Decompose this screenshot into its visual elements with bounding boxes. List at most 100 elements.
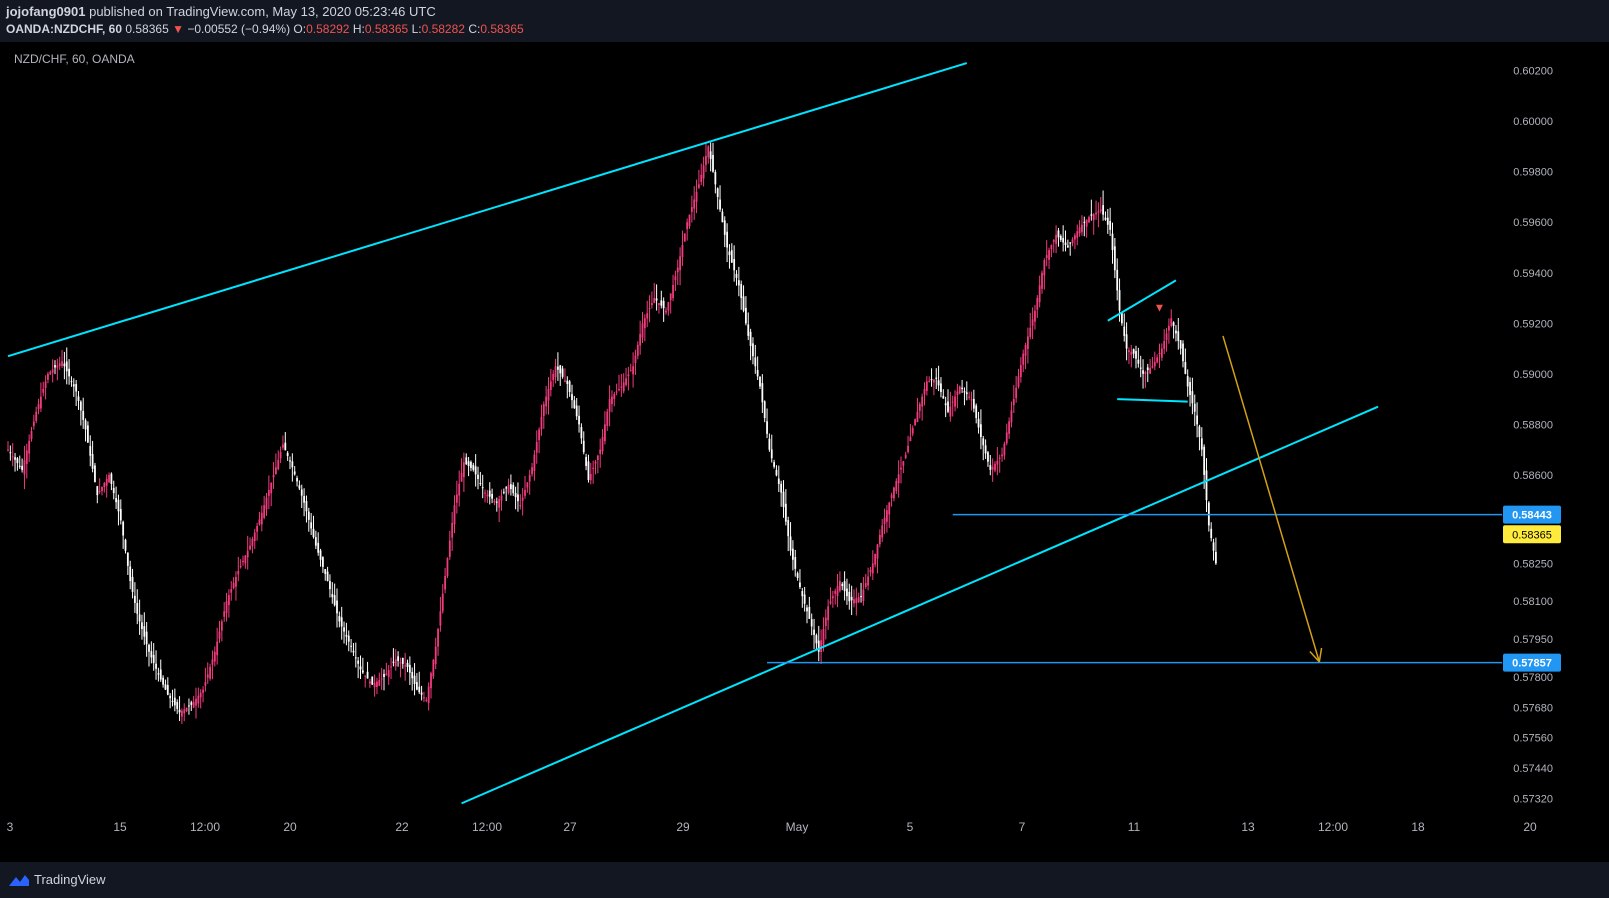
candle-body <box>1092 214 1095 221</box>
candle-body <box>907 445 909 452</box>
candle-body <box>549 381 552 390</box>
candle-body <box>164 684 167 690</box>
candle-body <box>1069 242 1072 244</box>
candle-body <box>730 250 733 263</box>
symbol-label[interactable]: OANDA:NZDCHF, 60 <box>6 22 123 36</box>
level-price-tag <box>1503 505 1561 524</box>
candle-body <box>136 602 139 614</box>
candle-body <box>716 188 719 197</box>
candle-body <box>596 455 599 461</box>
y-tick-label: 0.59600 <box>1513 217 1553 229</box>
candle-body <box>129 566 132 582</box>
x-tick-label: 15 <box>113 820 127 834</box>
chart-area[interactable]: 0.58443 0.57857 0.58365 ▼ 0.60200 0.60000 0.5… <box>0 42 1609 862</box>
candle-body <box>150 651 153 658</box>
candle-body <box>279 452 282 459</box>
candle-body <box>369 681 371 684</box>
candle-body <box>653 298 656 303</box>
candle-body <box>103 482 106 488</box>
candle-body <box>834 591 837 594</box>
candle-body <box>448 540 451 557</box>
candle-body <box>1041 272 1043 289</box>
tradingview-logo-icon[interactable] <box>8 872 30 888</box>
candle-body <box>935 377 938 379</box>
author-name[interactable]: jojofang0901 <box>6 4 86 19</box>
candle-body <box>228 595 230 606</box>
candle-body <box>909 437 912 442</box>
candle-body <box>1184 361 1187 374</box>
candle-body <box>1165 333 1168 341</box>
candle-body <box>524 490 526 496</box>
candle-body <box>747 324 750 336</box>
candle-body <box>648 308 651 310</box>
candle-body <box>61 361 63 366</box>
candle-body <box>390 666 392 668</box>
candle-body <box>636 344 639 356</box>
candle-body <box>312 528 315 538</box>
candle-body <box>947 401 949 412</box>
candle-body <box>260 512 263 525</box>
x-tick-label: 18 <box>1411 820 1425 834</box>
candle-body <box>822 629 825 646</box>
candle-body <box>1081 224 1083 233</box>
candle-body <box>1135 351 1137 359</box>
y-tick-label: 0.57440 <box>1513 763 1553 775</box>
candle-body <box>232 583 235 588</box>
trendline-lower-channel <box>461 405 1379 805</box>
candle-body <box>629 370 632 372</box>
candle-body <box>72 384 75 387</box>
candle-body <box>458 483 461 496</box>
candle-body <box>340 617 343 627</box>
projection-arrow-head <box>1318 647 1323 662</box>
candle-body <box>258 519 261 525</box>
low-label: L: <box>411 22 422 36</box>
candle-body <box>505 487 508 489</box>
candle-body <box>749 331 752 347</box>
y-tick-label: 0.59200 <box>1513 318 1553 330</box>
candle-body <box>980 424 982 437</box>
candle-body <box>338 616 341 622</box>
candle-body <box>65 361 68 372</box>
candle-body <box>723 220 726 235</box>
candle-body <box>782 491 785 508</box>
candle-body <box>77 396 80 401</box>
candle-body <box>963 391 966 393</box>
candle-body <box>571 394 573 401</box>
candle-body <box>296 477 298 482</box>
candle-body <box>815 635 818 644</box>
tradingview-brand[interactable]: TradingView <box>34 872 106 887</box>
candle-body <box>319 550 322 560</box>
candle-body <box>404 665 407 667</box>
candle-body <box>540 416 543 430</box>
candle-body <box>752 343 754 357</box>
candle-body <box>416 682 418 690</box>
candle-body <box>780 483 783 493</box>
candle-body <box>1144 371 1147 375</box>
candle-body <box>759 376 761 387</box>
candle-body <box>423 697 425 699</box>
candle-body <box>484 492 486 494</box>
candle-body <box>472 464 475 470</box>
candle-body <box>620 386 623 388</box>
candle-body <box>1045 255 1048 259</box>
candle-body <box>1099 209 1102 212</box>
candle-body <box>773 462 775 467</box>
candle-body <box>195 698 197 706</box>
sell-marker-icon: ▼ <box>1156 304 1163 314</box>
candle-body <box>63 363 66 367</box>
candle-body <box>70 381 73 383</box>
candle-body <box>96 486 99 496</box>
candle-body <box>695 191 698 202</box>
candle-body <box>552 373 555 381</box>
candle-body <box>510 484 512 490</box>
candle-body <box>808 606 811 619</box>
candle-body <box>737 280 740 286</box>
candle-body <box>1104 217 1107 220</box>
candle-body <box>632 366 634 375</box>
candle-body <box>660 300 663 306</box>
candle-body <box>223 611 226 617</box>
candle-body <box>1078 227 1081 234</box>
candle-body <box>1212 542 1215 551</box>
y-tick-label: 0.60000 <box>1513 116 1553 128</box>
